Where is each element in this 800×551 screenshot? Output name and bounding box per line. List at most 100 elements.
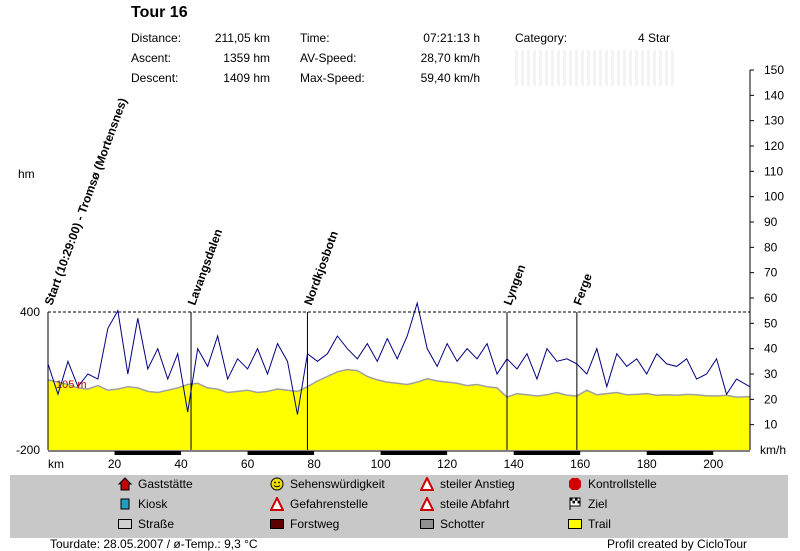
- right-tick-label: 90: [764, 215, 778, 229]
- legend-item: Forstweg: [270, 517, 339, 531]
- category-label: Category:: [515, 31, 568, 45]
- legend-label: Kontrollstelle: [588, 477, 657, 491]
- house-icon: [118, 477, 132, 491]
- x-axis-segment: [114, 451, 182, 455]
- descent-value: 1409 hm: [223, 71, 270, 85]
- ascent-label: Ascent:: [131, 51, 172, 65]
- x-tick-label: 180: [637, 457, 657, 471]
- legend-item: steile Abfahrt: [420, 497, 509, 511]
- flag-icon: [568, 497, 582, 511]
- waypoint-label: Lyngen: [501, 263, 529, 307]
- elevation-area: [48, 369, 750, 450]
- x-axis-segment: [646, 451, 714, 455]
- right-axis-label: km/h: [760, 443, 786, 457]
- x-tick-label: 200: [703, 457, 723, 471]
- legend-label: Forstweg: [290, 517, 340, 531]
- legend-item: Straße: [118, 517, 174, 531]
- legend-item: steiler Anstieg: [420, 477, 515, 491]
- left-tick-label: -200: [16, 443, 40, 457]
- legend-swatch: [270, 517, 284, 531]
- legend-item: Ziel: [568, 497, 607, 511]
- x-unit-label: km: [48, 457, 64, 471]
- legend-label: Trail: [588, 517, 611, 531]
- legend-item: Schotter: [420, 517, 485, 531]
- right-tick-label: 120: [764, 139, 784, 153]
- right-tick-label: 140: [764, 88, 784, 102]
- left-tick-label: 400: [20, 305, 40, 319]
- distance-value: 211,05 km: [214, 31, 270, 45]
- right-tick-label: 10: [764, 418, 778, 432]
- legend-item: Trail: [568, 517, 611, 531]
- elevation-outline: [47, 368, 750, 398]
- x-axis-segment: [247, 451, 315, 455]
- tourdate-text: Tourdate: 28.05.2007 / ø-Temp.: 9,3 °C: [50, 537, 258, 551]
- legend-item: Gefahrenstelle: [270, 497, 368, 511]
- left-axis-label: hm: [18, 167, 35, 181]
- descent-label: Descent:: [131, 71, 179, 85]
- time-label: Time:: [300, 31, 330, 45]
- speed-line: [47, 301, 751, 415]
- right-tick-label: 20: [764, 392, 778, 406]
- legend-label: steiler Anstieg: [440, 477, 515, 491]
- x-axis-segment: [513, 451, 581, 455]
- legend-label: Kiosk: [138, 497, 168, 511]
- legend-item: Sehenswürdigkeit: [270, 477, 385, 491]
- maxspeed-label: Max-Speed:: [300, 71, 365, 85]
- warning-icon: [420, 477, 434, 491]
- legend-panel: Gaststätte Kiosk Straße Sehenswürdigkeit Gef…: [10, 475, 788, 538]
- right-tick-label: 150: [764, 63, 784, 77]
- waypoint-label: Lavangsdalen: [185, 227, 226, 307]
- legend-label: Straße: [138, 517, 175, 531]
- cup-icon: [118, 497, 132, 511]
- category-value: 4 Star: [637, 31, 670, 45]
- right-tick-label: 30: [764, 367, 778, 381]
- waypoint-label: Ferge: [571, 271, 595, 307]
- elevation-speed-chart: Start (10:29:00) - Tromsø (Mortensnes) La…: [16, 63, 786, 471]
- x-tick-label: 80: [307, 457, 321, 471]
- legend-label: Gaststätte: [138, 477, 193, 491]
- legend-item: Kontrollstelle: [568, 477, 657, 491]
- x-tick-label: 20: [108, 457, 122, 471]
- right-tick-label: 110: [764, 164, 783, 178]
- maxspeed-value: 59,40 km/h: [420, 71, 480, 85]
- time-value: 07:21:13 h: [423, 31, 480, 45]
- credit-text: Profil created by CicloTour: [607, 537, 748, 551]
- right-tick-label: 50: [764, 316, 778, 330]
- x-tick-label: 100: [371, 457, 391, 471]
- stop-icon: [568, 477, 582, 491]
- right-tick-label: 40: [764, 342, 778, 356]
- waypoint-label: Nordkjosbotn: [301, 229, 341, 307]
- x-axis-segment: [380, 451, 448, 455]
- legend-label: Ziel: [588, 497, 608, 511]
- x-tick-label: 60: [241, 457, 255, 471]
- waypoint-label: Start (10:29:00) - Tromsø (Mortensnes): [42, 96, 130, 307]
- legend-label: steile Abfahrt: [440, 497, 510, 511]
- legend-item: Kiosk: [118, 497, 167, 511]
- legend-label: Gefahrenstelle: [290, 497, 369, 511]
- legend-item: Gaststätte: [118, 477, 193, 491]
- right-tick-label: 100: [764, 190, 784, 204]
- right-tick-label: 130: [764, 114, 784, 128]
- legend-label: Schotter: [440, 517, 485, 531]
- category-stars-area: [515, 50, 675, 86]
- smiley-icon: [270, 477, 284, 491]
- tour-title: Tour 16: [131, 4, 188, 21]
- warning-icon: [420, 497, 434, 511]
- x-tick-label: 140: [504, 457, 524, 471]
- legend-swatch: [420, 517, 434, 531]
- legend-swatch: [568, 517, 582, 531]
- warning-icon: [270, 497, 284, 511]
- x-tick-label: 120: [437, 457, 457, 471]
- x-tick-label: 160: [570, 457, 590, 471]
- avspeed-label: AV-Speed:: [300, 51, 357, 65]
- right-tick-label: 70: [764, 266, 778, 280]
- right-tick-label: 60: [764, 291, 778, 305]
- start-elevation-label: 105 m: [56, 379, 87, 391]
- distance-label: Distance:: [131, 31, 182, 45]
- right-tick-label: 80: [764, 240, 778, 254]
- legend-swatch: [118, 517, 132, 531]
- avspeed-value: 28,70 km/h: [420, 51, 480, 65]
- ascent-value: 1359 hm: [223, 51, 270, 65]
- legend-label: Sehenswürdigkeit: [290, 477, 385, 491]
- x-tick-label: 40: [174, 457, 188, 471]
